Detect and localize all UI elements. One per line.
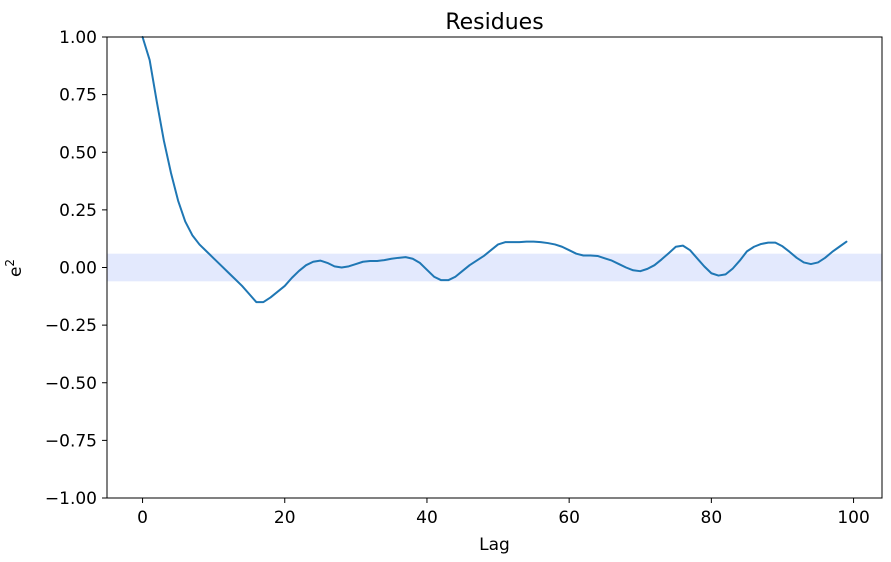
x-tick-label: 60 (558, 508, 580, 528)
series-layer (141, 36, 848, 304)
x-axis-label: Lag (479, 535, 510, 555)
x-tick-label: 20 (274, 508, 296, 528)
x-tick-label: 100 (837, 508, 869, 528)
y-tick-label: 1.00 (59, 28, 97, 48)
y-axis-label-superscript: 2 (3, 259, 17, 267)
y-tick-label: −0.50 (45, 374, 97, 394)
y-tick-label: −0.25 (45, 316, 97, 336)
series-line (141, 36, 848, 304)
x-tick-label: 0 (137, 508, 148, 528)
y-axis-label: e2 (3, 259, 26, 277)
x-axis: 0 20 40 60 80 100 (137, 498, 870, 528)
y-tick-label: 0.00 (59, 259, 97, 279)
y-tick-label: −1.00 (45, 489, 97, 509)
y-tick-label: −0.75 (45, 431, 97, 451)
chart-title: Residues (445, 10, 543, 35)
x-tick-label: 80 (701, 508, 723, 528)
y-axis-label-base: e (6, 267, 26, 277)
y-tick-label: 0.75 (59, 86, 97, 106)
y-axis: 1.00 0.75 0.50 0.25 0.00 −0.25 −0.50 −0.75 −1.00 (45, 28, 107, 509)
y-tick-label: 0.25 (59, 201, 97, 221)
confidence-band (107, 253, 882, 282)
x-tick-label: 40 (416, 508, 438, 528)
y-tick-label: 0.50 (59, 143, 97, 163)
confidence-band-layer (107, 253, 882, 282)
